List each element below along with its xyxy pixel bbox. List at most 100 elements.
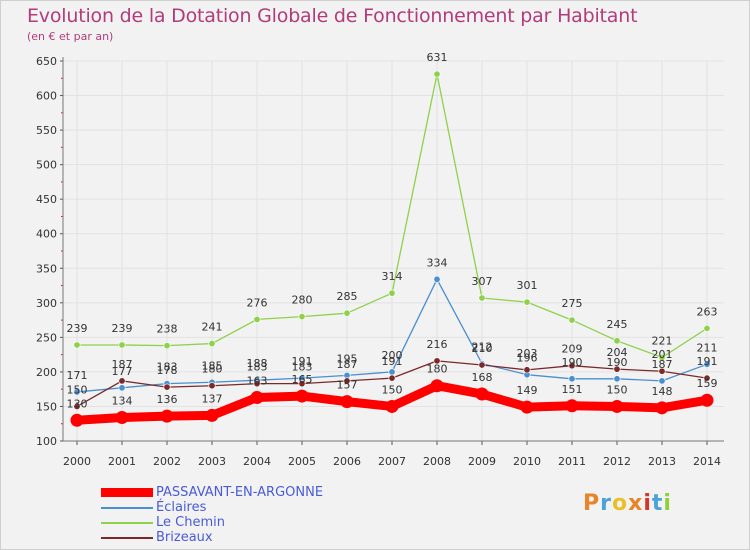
data-point [298, 380, 306, 388]
data-label: 209 [562, 343, 583, 356]
data-point [205, 408, 219, 422]
data-label: 159 [697, 377, 718, 390]
series-3 [73, 357, 711, 410]
data-label: 183 [157, 361, 178, 374]
y-tick-label: 350 [36, 262, 57, 275]
y-axis: 100 150 200 250 300 350 400 450 500 550 600 650 [36, 55, 64, 448]
data-label: 280 [292, 294, 313, 307]
data-point [253, 380, 261, 388]
data-label: 190 [562, 356, 583, 369]
data-point [385, 399, 399, 413]
x-tick-label: 2003 [198, 455, 226, 468]
chart-title: Evolution de la Dotation Globale de Fonc… [27, 5, 638, 27]
x-tick-label: 2005 [288, 455, 316, 468]
data-point [568, 375, 576, 383]
data-label: 285 [337, 290, 358, 303]
data-label: 190 [607, 356, 628, 369]
data-point [253, 315, 261, 323]
y-tick-label: 150 [36, 400, 57, 413]
data-point [433, 70, 441, 78]
data-point [610, 399, 624, 413]
x-axis: 2000 2001 2002 2003 2004 2005 2006 2007 2008 2009… [63, 440, 724, 468]
data-label: 245 [607, 318, 628, 331]
data-label: 191 [292, 355, 313, 368]
data-label: 150 [67, 383, 88, 396]
data-point [703, 324, 711, 332]
legend-swatch [101, 507, 153, 509]
data-point [160, 409, 174, 423]
data-label: 201 [652, 348, 673, 361]
data-point [250, 390, 264, 404]
data-point [520, 400, 534, 414]
data-point [703, 374, 711, 382]
data-label: 183 [292, 361, 313, 374]
data-label: 200 [382, 349, 403, 362]
data-point [163, 342, 171, 350]
legend-label: Éclaires [156, 500, 207, 515]
logo-letter: o [611, 491, 629, 516]
proxiti-logo: Proxiti [583, 491, 672, 516]
legend-label: Brizeaux [156, 530, 213, 545]
legend-swatch [101, 537, 153, 539]
data-point [433, 357, 441, 365]
data-point [658, 377, 666, 385]
data-label: 165 [292, 373, 313, 386]
data-point [568, 316, 576, 324]
data-label: 191 [382, 355, 403, 368]
data-label: 187 [112, 358, 133, 371]
data-label: 136 [157, 393, 178, 406]
x-tick-label: 2009 [468, 455, 496, 468]
data-point [568, 362, 576, 370]
data-label: 130 [67, 397, 88, 410]
data-point [388, 374, 396, 382]
data-label: 210 [472, 342, 493, 355]
data-point [655, 401, 669, 415]
y-tick-label: 400 [36, 228, 57, 241]
data-point [613, 375, 621, 383]
data-label: 238 [157, 323, 178, 336]
data-point [658, 367, 666, 375]
legend-swatch [101, 522, 153, 524]
logo-letter: i [643, 491, 652, 516]
y-tick-label: 250 [36, 331, 57, 344]
data-point [703, 360, 711, 368]
data-label: 334 [427, 256, 448, 269]
data-point [298, 313, 306, 321]
legend-label: Le Chemin [156, 515, 225, 530]
data-label: 150 [382, 383, 403, 396]
data-label: 276 [247, 296, 268, 309]
data-point [73, 388, 81, 396]
y-tick-label: 300 [36, 297, 57, 310]
data-point [613, 337, 621, 345]
data-point [433, 275, 441, 283]
x-tick-label: 2014 [693, 455, 721, 468]
x-tick-label: 2010 [513, 455, 541, 468]
data-label: 171 [67, 369, 88, 382]
data-label: 631 [427, 51, 448, 64]
data-point [208, 340, 216, 348]
data-label: 137 [202, 392, 223, 405]
data-point [343, 309, 351, 317]
data-point [73, 341, 81, 349]
y-tick-label: 200 [36, 366, 57, 379]
data-point [163, 383, 171, 391]
logo-letter: i [663, 491, 672, 516]
y-tick-label: 450 [36, 193, 57, 206]
data-point [478, 294, 486, 302]
logo-letter: x [628, 491, 644, 516]
x-tick-label: 2012 [603, 455, 631, 468]
data-point [118, 384, 126, 392]
x-tick-label: 2013 [648, 455, 676, 468]
data-label: 239 [67, 322, 88, 335]
legend-swatch [101, 488, 153, 497]
data-label: 221 [652, 334, 673, 347]
logo-letter: r [600, 491, 612, 516]
data-label: 187 [337, 358, 358, 371]
data-point [388, 368, 396, 376]
data-label: 301 [517, 279, 538, 292]
data-label: 157 [337, 379, 358, 392]
data-point [388, 289, 396, 297]
data-point [658, 353, 666, 361]
